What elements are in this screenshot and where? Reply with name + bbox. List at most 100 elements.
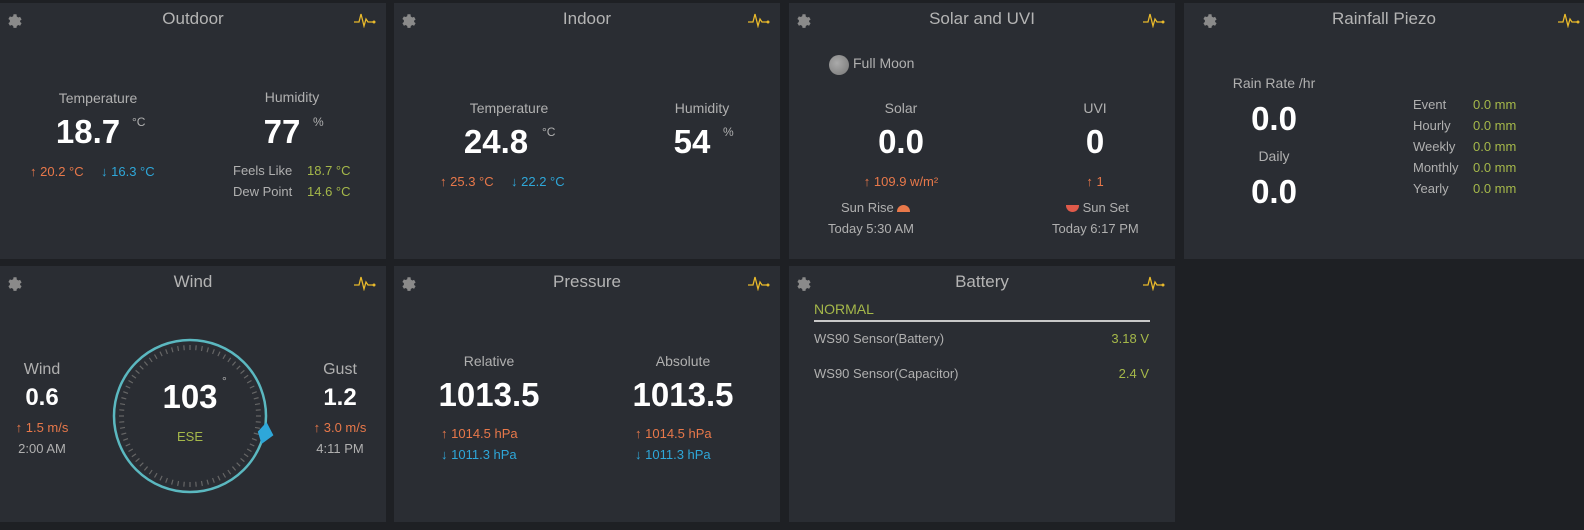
compass-tick [177, 480, 180, 487]
battery-status: NORMAL [814, 301, 874, 317]
compass-tick [131, 453, 137, 458]
chart-pulse-icon[interactable] [748, 275, 770, 291]
battery-row-label: WS90 Sensor(Capacitor) [814, 366, 959, 381]
rainfall-card: Rainfall Piezo Rain Rate /hr 0.0 Daily 0… [1184, 3, 1584, 259]
compass-tick [135, 369, 140, 375]
high-value: 1 [1096, 174, 1104, 189]
compass-tick [125, 385, 131, 389]
high-value: 1014.5 hPa [451, 426, 518, 441]
compass-tick [206, 479, 209, 485]
compass-tick [236, 462, 241, 467]
compass-tick [251, 391, 257, 394]
compass-tick [139, 365, 144, 370]
compass-tick [139, 462, 144, 467]
wind-label: Wind [23, 361, 61, 378]
cardinal-direction: ESE [176, 429, 203, 444]
battery-row-label: WS90 Sensor(Battery) [814, 331, 945, 346]
temperature-label: Temperature [469, 100, 549, 116]
compass-tick [243, 453, 249, 458]
low-value: 16.3 °C [111, 164, 155, 179]
compass-tick [240, 369, 245, 375]
absolute-low: ↓ 1011.3 hPa [635, 447, 711, 462]
compass-tick [123, 391, 129, 394]
humidity-label: Humidity [264, 89, 320, 105]
gust-label: Gust [323, 361, 357, 378]
compass-tick [254, 403, 261, 406]
temperature-high: ↑ 25.3 °C [440, 174, 494, 189]
humidity-value: 54 [673, 123, 711, 160]
low-value: 22.2 °C [521, 174, 565, 189]
high-value: 20.2 °C [40, 164, 84, 179]
solar-high: ↑ 109.9 w/m² [863, 174, 939, 189]
compass-tick [200, 345, 203, 352]
card-title: Pressure [552, 272, 622, 291]
compass-tick [227, 469, 232, 475]
compass-tick [159, 475, 163, 481]
compass-tick [231, 361, 237, 366]
compass-tick [240, 457, 245, 463]
moon-phase: Full Moon [853, 55, 915, 71]
compass-tick [222, 354, 227, 360]
rain-row: Weekly 0.0 mm [1413, 138, 1516, 159]
rain-rate-value: 0.0 [1251, 100, 1297, 137]
chart-pulse-icon[interactable] [354, 12, 376, 28]
humidity-unit: % [723, 125, 734, 139]
high-value: 3.0 m/s [323, 420, 367, 435]
row-value: 0.0 mm [1473, 118, 1517, 133]
humidity-unit: % [313, 115, 324, 129]
compass-tick [253, 432, 259, 435]
wind-value: 0.6 [25, 384, 59, 411]
chart-pulse-icon[interactable] [1143, 12, 1165, 28]
compass-tick [251, 438, 257, 441]
solar-uvi-card: Solar and UVI Full Moon Solar 0.0 ↑ 109.… [789, 3, 1175, 259]
row-label: Yearly [1413, 181, 1449, 196]
compass-tick [148, 469, 153, 475]
relative-label: Relative [463, 353, 515, 369]
compass-tick [165, 349, 168, 355]
sunset-icon [1066, 205, 1079, 212]
outdoor-card: Outdoor Temperature 18.7 °C ↑ 20.2 °C ↓ … [0, 3, 386, 259]
feels-like-value: 18.7 °C [307, 163, 351, 178]
temperature-unit: °C [132, 115, 146, 129]
rain-row: Hourly 0.0 mm [1413, 117, 1516, 138]
absolute-label: Absolute [655, 353, 711, 369]
chart-pulse-icon[interactable] [1143, 275, 1165, 291]
row-label: Hourly [1413, 118, 1451, 133]
row-value: 0.0 mm [1473, 181, 1517, 196]
chart-pulse-icon[interactable] [1558, 12, 1580, 28]
chart-pulse-icon[interactable] [748, 12, 770, 28]
absolute-value: 1013.5 [632, 376, 734, 413]
compass-tick [217, 475, 221, 481]
battery-card: Battery NORMAL WS90 Sensor(Battery) 3.18… [789, 266, 1175, 522]
rain-row: Monthly 0.0 mm [1413, 159, 1516, 180]
divider [814, 320, 1150, 322]
full-moon-icon [829, 55, 849, 75]
wind-high-time: 2:00 AM [18, 441, 66, 456]
chart-pulse-icon[interactable] [354, 275, 376, 291]
compass-tick [243, 374, 249, 379]
compass-tick [246, 448, 252, 453]
wind-direction-arrow-icon [257, 422, 274, 445]
compass-tick [121, 397, 127, 400]
compass-tick [143, 466, 149, 471]
relative-high: ↑ 1014.5 hPa [441, 426, 518, 441]
sunrise-time: Today 5:30 AM [828, 221, 914, 236]
gust-value: 1.2 [323, 384, 357, 411]
gust-high-time: 4:11 PM [316, 441, 364, 456]
compass-tick [143, 361, 149, 366]
compass-tick [206, 347, 209, 353]
direction-value: 103 [162, 378, 218, 415]
wind-high: ↑ 1.5 m/s [15, 420, 69, 435]
rain-rate-label: Rain Rate /hr [1232, 75, 1316, 91]
absolute-high: ↑ 1014.5 hPa [635, 426, 712, 441]
compass-tick [236, 365, 241, 370]
compass-tick [119, 426, 126, 429]
compass-tick [165, 477, 168, 483]
temperature-unit: °C [542, 125, 556, 139]
temperature-low: ↓ 22.2 °C [511, 174, 565, 189]
card-title: Battery [955, 272, 1009, 291]
card-title: Indoor [562, 9, 612, 28]
indoor-card: Indoor Temperature 24.8 °C ↑ 25.3 °C ↓ 2… [394, 3, 780, 259]
uvi-high: ↑ 1 [1086, 174, 1104, 189]
compass-tick [128, 379, 134, 384]
